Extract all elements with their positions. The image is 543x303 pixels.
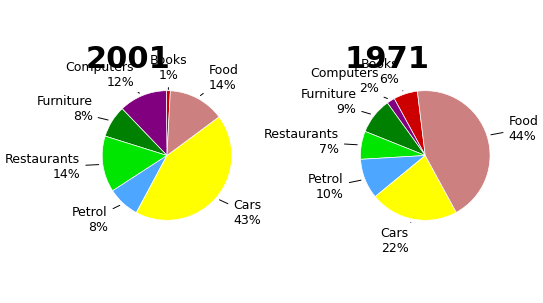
Wedge shape [375,155,456,220]
Text: Computers
12%: Computers 12% [65,61,140,93]
Wedge shape [105,109,167,155]
Wedge shape [361,132,425,159]
Text: Restaurants
14%: Restaurants 14% [5,153,99,181]
Text: Books
6%: Books 6% [361,58,403,91]
Text: Books
1%: Books 1% [150,54,188,89]
Wedge shape [361,155,425,197]
Text: Petrol
10%: Petrol 10% [308,173,361,201]
Wedge shape [167,91,219,155]
Wedge shape [122,91,167,155]
Text: Furniture
8%: Furniture 8% [36,95,108,123]
Text: Food
44%: Food 44% [491,115,539,143]
Text: Furniture
9%: Furniture 9% [300,88,370,116]
Wedge shape [166,91,171,155]
Text: Petrol
8%: Petrol 8% [72,205,120,234]
Text: Computers
2%: Computers 2% [310,68,388,98]
Text: 1971: 1971 [344,45,430,75]
Wedge shape [136,117,232,220]
Wedge shape [112,155,167,213]
Wedge shape [102,136,167,191]
Wedge shape [418,91,490,212]
Wedge shape [394,91,425,155]
Text: Food
14%: Food 14% [200,65,238,95]
Text: 2001: 2001 [86,45,171,75]
Text: Cars
22%: Cars 22% [381,222,411,255]
Text: Cars
43%: Cars 43% [219,199,261,227]
Text: Restaurants
7%: Restaurants 7% [264,128,357,155]
Wedge shape [365,103,425,155]
Wedge shape [387,98,425,155]
